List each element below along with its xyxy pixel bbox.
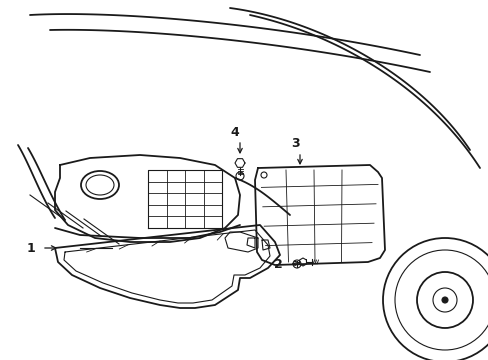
Text: 4: 4 xyxy=(230,126,239,139)
Text: 3: 3 xyxy=(290,136,299,149)
Text: 2: 2 xyxy=(274,257,283,270)
Circle shape xyxy=(441,297,447,303)
Text: 1: 1 xyxy=(26,242,35,255)
